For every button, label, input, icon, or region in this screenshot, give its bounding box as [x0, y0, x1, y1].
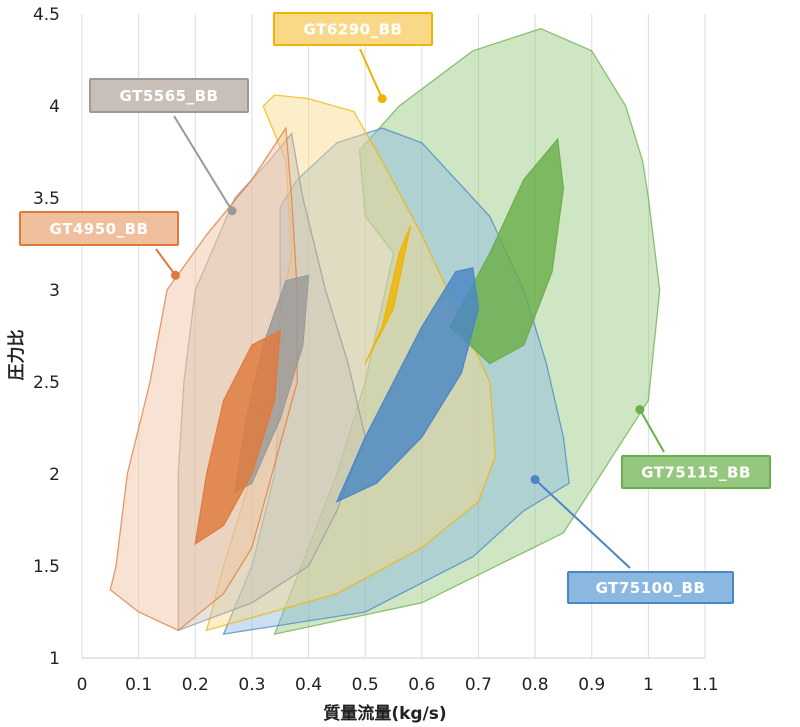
- callout-line-gt75100-bb: [534, 478, 631, 569]
- y-axis-title: 圧力比: [6, 330, 27, 381]
- x-tick-label: 0.7: [465, 675, 492, 695]
- x-tick-label: 1.1: [691, 675, 718, 695]
- x-tick-label: 0.6: [408, 675, 435, 695]
- x-tick-label: 0.9: [578, 675, 605, 695]
- callout-line-gt6290-bb: [359, 48, 384, 100]
- map-areas: [109, 28, 661, 635]
- series-label-gt6290-bb: GT6290_BB: [304, 21, 403, 39]
- axis-ticks: 0 0.1 0.2 0.3 0.4 0.5 0.6 0.7 0.8 0.9 1 1.1 1 1.5 2 2.5…: [33, 5, 719, 695]
- callout-line-gt5565-bb: [173, 115, 233, 212]
- x-tick-label: 0: [77, 675, 88, 695]
- label-box-gt75115-bb: [621, 455, 771, 489]
- y-tick-label: 4: [49, 97, 60, 117]
- y-tick-label: 1.5: [33, 557, 60, 577]
- callout-marker-gt75115-bb: [635, 405, 645, 415]
- label-box-gt6290-bb: [273, 12, 433, 46]
- map-area-gt4950-bb: [109, 126, 298, 632]
- x-tick-label: 0.8: [522, 675, 549, 695]
- callout-marker-gt6290-bb: [377, 94, 387, 104]
- efficiency-islands: [194, 137, 565, 546]
- x-tick-label: 0.3: [238, 675, 265, 695]
- y-tick-label: 1: [49, 649, 60, 669]
- label-box-gt75100-bb: [567, 571, 734, 604]
- efficiency-island-gt6290-bb: [364, 225, 412, 364]
- x-tick-label: 1: [643, 675, 654, 695]
- label-box-gt4950-bb: [19, 211, 179, 246]
- callout-marker-gt4950-bb: [170, 270, 180, 280]
- y-tick-label: 3.5: [33, 189, 60, 209]
- callout-line-gt75115-bb: [638, 409, 665, 453]
- series-label-gt4950-bb: GT4950_BB: [50, 220, 149, 238]
- y-tick-label: 3: [49, 281, 60, 301]
- callout-marker-gt5565-bb: [227, 206, 237, 216]
- series-label-gt5565-bb: GT5565_BB: [120, 87, 219, 105]
- series-label-gt75100-bb: GT75100_BB: [596, 579, 706, 597]
- x-tick-label: 0.1: [125, 675, 152, 695]
- y-tick-label: 2: [49, 465, 60, 485]
- x-tick-label: 0.4: [295, 675, 322, 695]
- label-box-gt5565-bb: [89, 78, 249, 113]
- callout-line-gt4950-bb: [155, 248, 177, 276]
- series-label-gt75115-bb: GT75115_BB: [641, 464, 751, 482]
- grid-lines: [81, 14, 706, 659]
- y-tick-label: 2.5: [33, 373, 60, 393]
- x-tick-label: 0.2: [182, 675, 209, 695]
- series-callouts: GT75115_BB GT75100_BB GT6290_BB GT5565_BB GT…: [19, 12, 771, 604]
- y-tick-label: 4.5: [33, 5, 60, 25]
- callout-marker-gt75100-bb: [530, 475, 540, 485]
- x-axis-title: 質量流量(kg/s): [323, 703, 446, 724]
- x-tick-label: 0.5: [352, 675, 379, 695]
- efficiency-island-gt4950-bb: [194, 329, 281, 546]
- efficiency-island-gt75100-bb: [335, 267, 480, 503]
